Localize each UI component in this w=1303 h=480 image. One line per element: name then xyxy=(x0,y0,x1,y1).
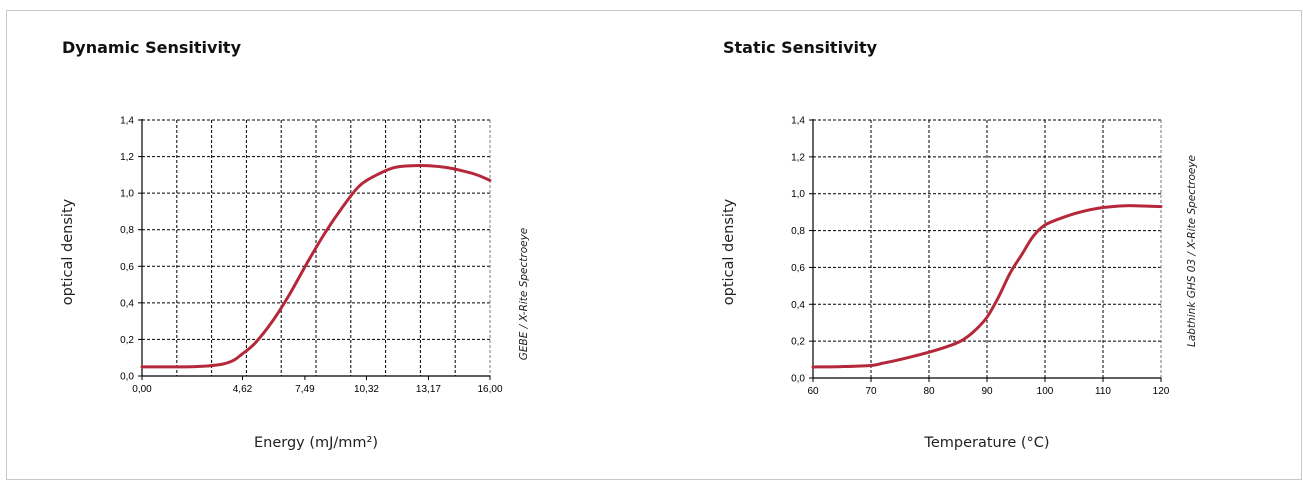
y-tick-label: 1,4 xyxy=(120,116,134,127)
y-tick-label: 1,0 xyxy=(120,189,134,200)
x-axis-label: Temperature (°C) xyxy=(923,435,1049,451)
y-tick-label: 0,8 xyxy=(791,226,805,237)
y-tick-label: 0,2 xyxy=(791,337,805,348)
measurement-source-note: Labthink GHS 03 / X-Rite Spectroeye xyxy=(1186,155,1198,347)
y-tick-label: 1,0 xyxy=(791,189,805,200)
x-tick-label: 60 xyxy=(807,386,819,397)
y-tick-label: 1,4 xyxy=(791,116,805,127)
series-line xyxy=(140,163,492,369)
series-line xyxy=(811,204,1163,369)
y-tick-label: 0,0 xyxy=(791,374,805,385)
y-tick-label: 0,6 xyxy=(120,262,134,273)
y-axis-label: optical density xyxy=(60,198,76,305)
plot-area xyxy=(813,120,1161,378)
y-tick-label: 0,8 xyxy=(120,225,134,236)
x-tick-label: 110 xyxy=(1095,386,1111,397)
y-tick-label: 1,2 xyxy=(120,152,134,163)
x-tick-label: 120 xyxy=(1153,386,1170,397)
x-tick-label: 13,17 xyxy=(416,384,441,395)
x-tick-label: 10,32 xyxy=(354,384,379,395)
measurement-source-note: GEBE / X-Rite Spectroeye xyxy=(518,228,530,361)
x-tick-label: 90 xyxy=(981,386,993,397)
y-tick-label: 0,4 xyxy=(120,298,134,309)
y-tick-label: 1,2 xyxy=(791,152,805,163)
x-tick-label: 80 xyxy=(923,386,935,397)
y-tick-label: 0,4 xyxy=(791,300,805,311)
x-axis-label: Energy (mJ/mm²) xyxy=(254,435,378,451)
chart-title-static: Static Sensitivity xyxy=(723,38,878,57)
x-tick-label: 7,49 xyxy=(295,384,315,395)
x-tick-label: 70 xyxy=(865,386,877,397)
chart-title-dynamic: Dynamic Sensitivity xyxy=(62,38,242,57)
y-tick-label: 0,0 xyxy=(120,372,134,383)
y-tick-label: 0,6 xyxy=(791,263,805,274)
x-tick-label: 4,62 xyxy=(233,384,253,395)
x-tick-label: 16,00 xyxy=(477,384,502,395)
dynamic-sensitivity-chart: 0,0 0,2 0,4 0,6 0,8 1,0 1,2 1,4 0,00 4,62 7,49 10,3… xyxy=(60,116,530,452)
y-tick-label: 0,2 xyxy=(120,335,134,346)
x-tick-label: 0,00 xyxy=(132,384,152,395)
y-axis-label: optical density xyxy=(721,198,737,305)
x-tick-label: 100 xyxy=(1037,386,1054,397)
